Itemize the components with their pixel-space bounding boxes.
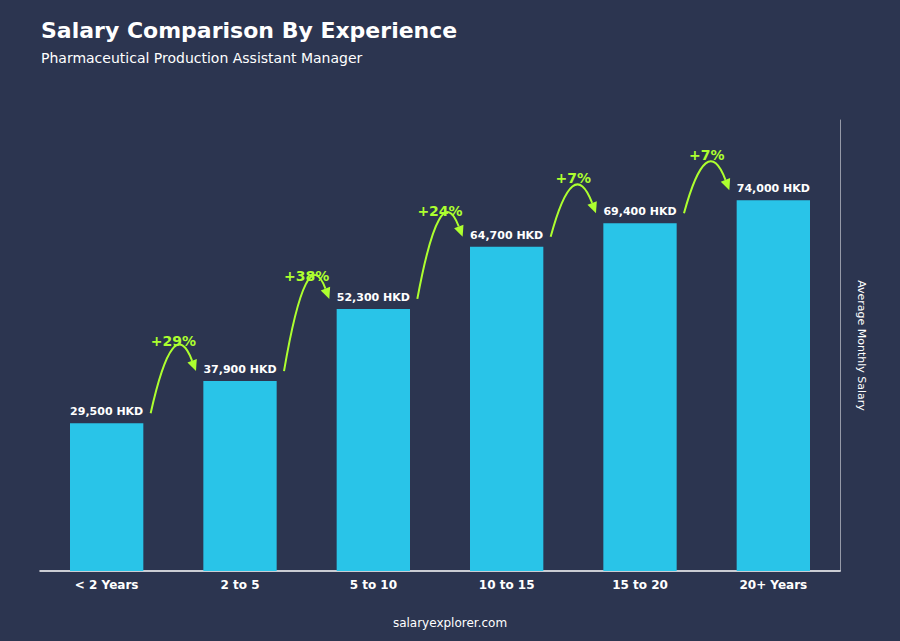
svg-text:salaryexplorer.com: salaryexplorer.com: [393, 616, 507, 630]
svg-text:64,700 HKD: 64,700 HKD: [470, 229, 543, 242]
svg-text:Pharmaceutical Production Assi: Pharmaceutical Production Assistant Mana…: [41, 50, 363, 66]
svg-text:10 to 15: 10 to 15: [479, 578, 535, 592]
svg-text:29,500 HKD: 29,500 HKD: [70, 405, 143, 418]
svg-text:Salary Comparison By Experienc: Salary Comparison By Experience: [41, 18, 457, 43]
svg-text:+29%: +29%: [151, 333, 196, 349]
svg-text:+24%: +24%: [417, 203, 462, 219]
svg-text:Average Monthly Salary: Average Monthly Salary: [855, 280, 868, 411]
svg-text:+38%: +38%: [284, 268, 329, 284]
svg-text:74,000 HKD: 74,000 HKD: [737, 182, 810, 195]
svg-text:< 2 Years: < 2 Years: [75, 578, 139, 592]
svg-text:69,400 HKD: 69,400 HKD: [603, 205, 676, 218]
svg-text:+7%: +7%: [689, 147, 725, 163]
svg-text:+7%: +7%: [556, 170, 592, 186]
svg-text:37,900 HKD: 37,900 HKD: [203, 363, 276, 376]
svg-text:2 to 5: 2 to 5: [220, 578, 259, 592]
svg-text:15 to 20: 15 to 20: [612, 578, 668, 592]
svg-text:52,300 HKD: 52,300 HKD: [337, 291, 410, 304]
svg-text:5 to 10: 5 to 10: [350, 578, 397, 592]
svg-text:20+ Years: 20+ Years: [739, 578, 807, 592]
